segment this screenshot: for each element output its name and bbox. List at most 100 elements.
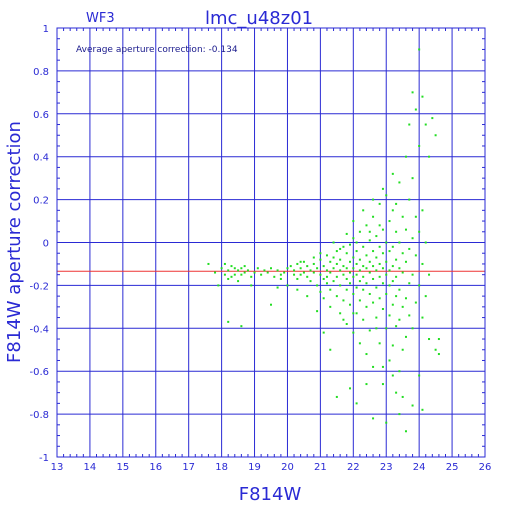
x-tick-label: 19	[248, 462, 261, 473]
data-point	[414, 254, 417, 257]
data-point	[270, 303, 272, 306]
data-point	[385, 273, 388, 276]
data-point	[391, 209, 394, 212]
x-tick-label: 16	[149, 462, 162, 473]
data-point	[339, 258, 342, 261]
data-point	[299, 260, 302, 263]
data-point	[319, 258, 322, 261]
data-point	[299, 267, 302, 270]
data-point	[322, 331, 325, 334]
data-point	[381, 365, 384, 368]
data-point	[418, 284, 421, 287]
data-point	[401, 215, 404, 218]
data-point	[381, 383, 384, 386]
data-point	[428, 155, 431, 158]
data-point	[286, 284, 289, 287]
x-tick-label: 24	[413, 462, 426, 473]
data-point	[283, 271, 286, 274]
data-point	[312, 271, 315, 274]
data-point	[250, 284, 253, 287]
data-point	[398, 241, 401, 244]
data-point	[349, 387, 352, 390]
data-point	[431, 117, 434, 120]
data-point	[414, 108, 417, 111]
data-point	[345, 277, 348, 280]
data-point	[233, 267, 236, 270]
data-point	[270, 267, 272, 270]
data-point	[395, 391, 398, 394]
data-point	[358, 258, 361, 261]
x-tick-label: 20	[281, 462, 294, 473]
data-point	[325, 275, 328, 278]
data-point	[421, 262, 424, 265]
data-point	[381, 252, 384, 255]
y-axis-label: F814W aperture correction	[4, 121, 25, 363]
data-point	[349, 243, 352, 246]
data-point	[378, 262, 381, 265]
data-point	[381, 228, 384, 231]
data-point	[335, 250, 338, 253]
data-point	[256, 267, 259, 270]
y-tick-label: -0.6	[29, 367, 49, 378]
data-point	[381, 187, 384, 190]
data-point	[418, 48, 421, 51]
x-tick-label: 21	[314, 462, 327, 473]
data-point	[230, 275, 233, 278]
data-point	[260, 273, 263, 276]
data-point	[418, 230, 421, 233]
data-point	[309, 280, 312, 283]
data-point	[329, 305, 332, 308]
data-point	[349, 282, 352, 285]
data-point	[378, 275, 381, 278]
data-point	[296, 288, 299, 291]
data-point	[372, 215, 375, 218]
data-point	[411, 91, 414, 94]
data-point	[339, 269, 342, 272]
data-point	[332, 267, 335, 270]
data-point	[263, 269, 266, 272]
data-point	[325, 282, 328, 285]
data-point	[385, 327, 388, 330]
data-point	[227, 269, 230, 272]
data-point	[375, 235, 378, 238]
data-point	[312, 256, 315, 259]
data-point	[421, 408, 424, 411]
data-point	[352, 292, 355, 295]
data-point	[296, 262, 299, 265]
data-point	[276, 269, 279, 272]
data-point	[378, 202, 381, 205]
data-point	[273, 275, 276, 278]
data-point	[240, 273, 243, 276]
data-point	[365, 383, 368, 386]
data-point	[418, 374, 421, 377]
x-tick-label: 17	[182, 462, 195, 473]
data-point	[306, 265, 309, 268]
data-point	[398, 413, 401, 416]
data-point	[322, 277, 325, 280]
data-point	[381, 307, 384, 310]
data-point	[217, 284, 220, 287]
data-point	[339, 247, 342, 250]
chart-title: lmc_u48z01	[205, 8, 313, 29]
data-point	[306, 275, 309, 278]
data-point	[279, 273, 282, 276]
data-point	[401, 271, 404, 274]
data-point	[355, 273, 358, 276]
data-point	[421, 316, 424, 319]
y-tick-labels: -1 -0.8 -0.6 -0.4 -0.2 0 0.2 0.4 0.6 0.8 1	[29, 24, 49, 464]
data-point	[365, 254, 368, 257]
data-point	[408, 198, 411, 201]
data-point	[375, 316, 378, 319]
data-point	[381, 282, 384, 285]
data-point	[306, 295, 309, 298]
data-point	[365, 353, 368, 356]
data-point	[329, 271, 332, 274]
data-point	[391, 280, 394, 283]
data-point	[325, 254, 328, 257]
data-point	[428, 338, 431, 341]
data-point	[395, 258, 398, 261]
data-point	[349, 260, 352, 263]
data-point	[398, 288, 401, 291]
data-point	[312, 262, 315, 265]
data-point	[404, 430, 407, 433]
